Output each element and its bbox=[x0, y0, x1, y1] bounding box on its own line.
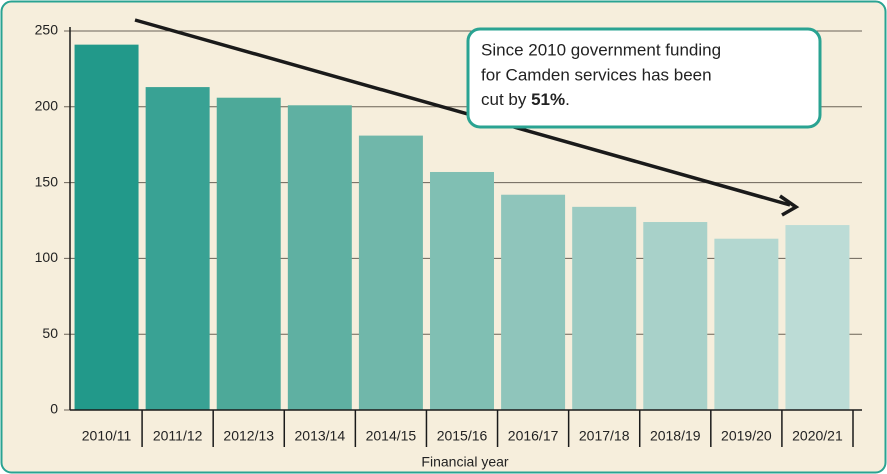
x-tick-label: 2011/12 bbox=[153, 428, 203, 444]
x-tick-label: 2016/17 bbox=[508, 428, 559, 444]
annotation-text: cut by bbox=[481, 90, 531, 109]
y-tick-label: 0 bbox=[50, 401, 58, 417]
annotation-line: for Camden services has been bbox=[481, 65, 712, 84]
bar bbox=[785, 225, 850, 410]
y-tick-label: 100 bbox=[35, 249, 59, 265]
bar bbox=[358, 135, 423, 410]
x-tick-label: 2018/19 bbox=[650, 428, 701, 444]
x-tick-label: 2019/20 bbox=[721, 428, 772, 444]
bar bbox=[216, 97, 281, 410]
plot-area: 0 50 100 150 200 250 2010/11 2011/12 2012/13 2013… bbox=[35, 22, 862, 447]
bar bbox=[74, 44, 139, 410]
bar bbox=[430, 171, 494, 410]
x-tick-label: 2012/13 bbox=[223, 428, 274, 444]
x-tick-label: 2010/11 bbox=[82, 428, 132, 444]
bar bbox=[572, 206, 637, 410]
y-tick-label: 200 bbox=[35, 98, 59, 114]
bar bbox=[287, 105, 352, 410]
bar bbox=[501, 194, 566, 410]
x-tick-label: 2015/16 bbox=[437, 428, 488, 444]
bar bbox=[714, 238, 779, 410]
y-tick-label: 250 bbox=[35, 22, 59, 38]
y-tick-label: 50 bbox=[42, 325, 58, 341]
bar bbox=[643, 222, 708, 410]
trend-arrow bbox=[134, 18, 791, 207]
annotation-line: cut by 51%. bbox=[481, 90, 570, 109]
annotation-text: . bbox=[565, 90, 570, 109]
x-tick-label: 2020/21 bbox=[792, 428, 843, 444]
x-tick-label: 2014/15 bbox=[366, 428, 417, 444]
x-axis-title: Financial year bbox=[421, 454, 508, 470]
x-tick-label: 2017/18 bbox=[579, 428, 630, 444]
arrow-head bbox=[779, 194, 800, 217]
annotation-emphasis: 51% bbox=[531, 90, 565, 109]
bar bbox=[145, 87, 210, 410]
x-tick-label: 2013/14 bbox=[295, 428, 346, 444]
annotation-box bbox=[466, 27, 822, 129]
y-tick-label: 150 bbox=[35, 173, 59, 189]
annotation-line: Since 2010 government funding bbox=[481, 40, 721, 59]
